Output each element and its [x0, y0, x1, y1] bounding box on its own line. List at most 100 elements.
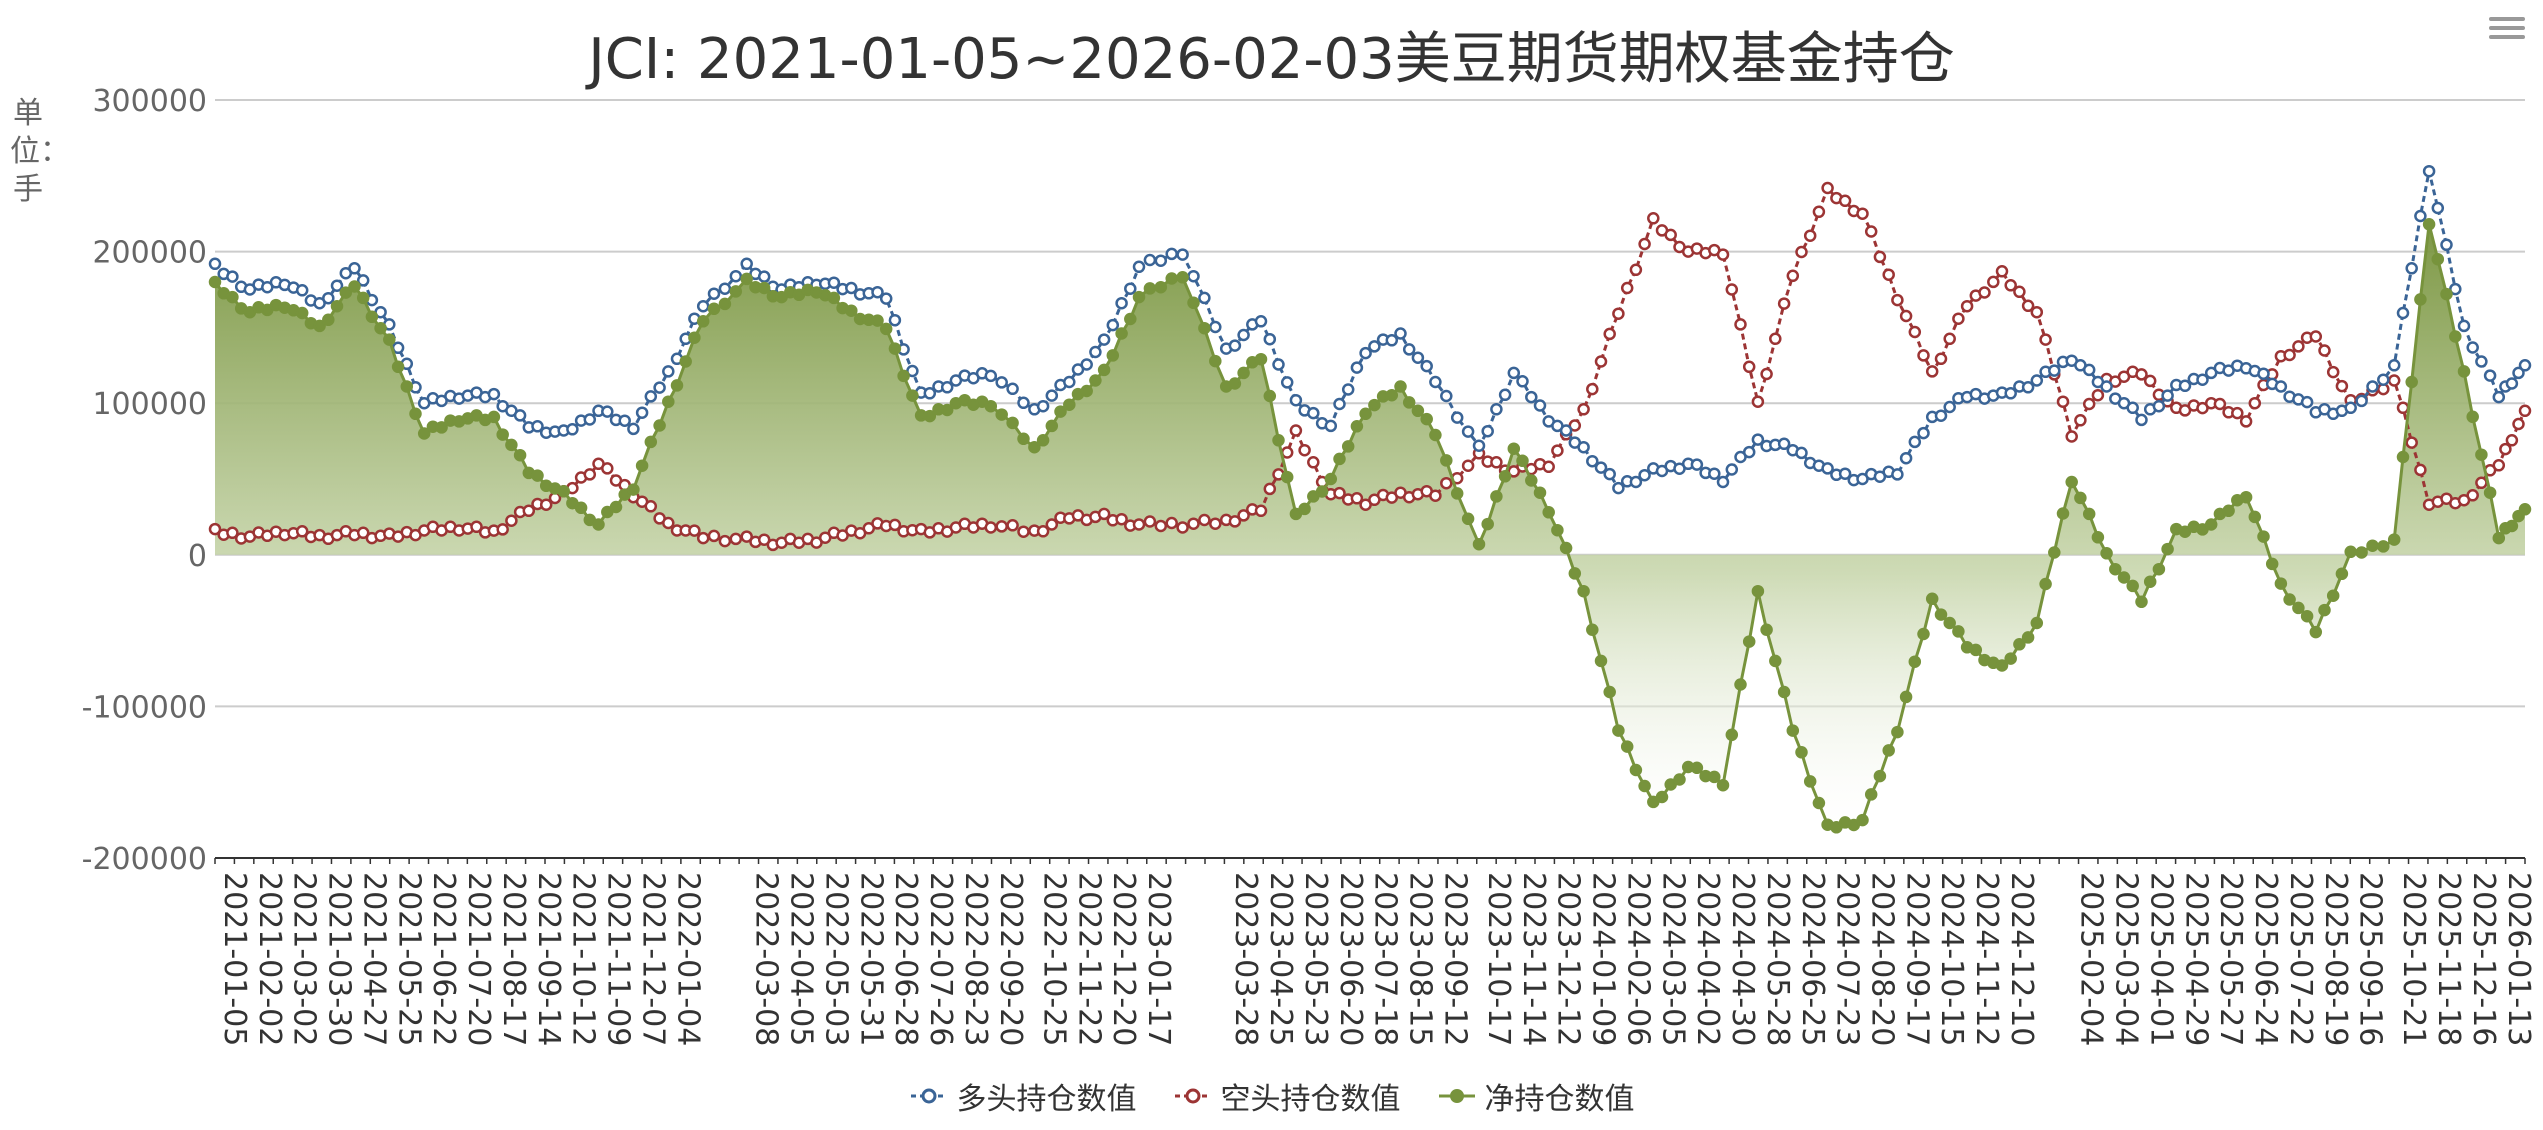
series-point-short	[2414, 463, 2427, 477]
series-point-short	[1647, 212, 1660, 225]
series-point-net	[2065, 475, 2078, 489]
series-point-long	[1777, 437, 1791, 451]
series-point-net	[2396, 450, 2410, 464]
x-tick-label: 2022-05-31	[853, 872, 888, 1046]
series-point-net	[2021, 631, 2035, 644]
series-point-long	[2300, 395, 2314, 409]
series-point-net	[2265, 557, 2279, 571]
series-point-net	[1237, 366, 1250, 380]
series-point-long	[1908, 435, 1922, 449]
series-point-long	[1341, 383, 1355, 396]
legend-item-long[interactable]: 多头持仓数值	[909, 1074, 1137, 1118]
series-point-long	[1498, 388, 1512, 402]
series-point-long	[995, 376, 1008, 389]
x-tick-label: 2024-09-17	[1899, 872, 1934, 1046]
series-point-net	[1115, 327, 1128, 340]
series-point-net	[1263, 389, 1277, 403]
series-point-short	[662, 516, 675, 530]
series-point-long	[1559, 424, 1573, 437]
series-point-long	[1795, 446, 1808, 460]
series-point-net	[1864, 788, 1878, 801]
x-tick-label: 2022-08-23	[958, 872, 993, 1046]
series-point-net	[417, 427, 431, 440]
series-point-long	[1838, 467, 1852, 480]
series-point-long	[1143, 253, 1157, 267]
series-point-long	[1124, 282, 1137, 295]
legend-item-net[interactable]: 净持仓数值	[1437, 1074, 1635, 1118]
series-point-long	[1411, 351, 1425, 364]
x-tick-label: 2025-03-04	[2109, 872, 2144, 1046]
series-point-net	[1899, 690, 1913, 704]
x-tick-label: 2025-10-21	[2396, 872, 2431, 1046]
series-point-short	[1045, 518, 1059, 531]
series-point-net	[1461, 512, 1475, 526]
series-point-net	[1154, 280, 1168, 294]
series-point-long	[2178, 379, 2192, 393]
series-point-short	[1577, 403, 1590, 416]
series-point-net	[1751, 584, 1765, 598]
series-point-net	[1420, 412, 1433, 426]
series-point-long	[2274, 380, 2288, 393]
series-point-long	[940, 381, 954, 394]
series-point-net	[1577, 584, 1590, 598]
series-point-net	[627, 483, 640, 496]
legend-item-short[interactable]: 空头持仓数值	[1173, 1074, 1401, 1118]
series-point-net	[1394, 380, 1407, 393]
series-point-net	[1054, 405, 1067, 418]
series-point-net	[1638, 779, 1651, 793]
series-point-net	[226, 290, 239, 304]
net-area-fill	[215, 224, 2525, 828]
series-point-short	[1899, 309, 1913, 323]
series-point-net	[2274, 577, 2288, 590]
series-point-net	[1490, 490, 1503, 503]
y-tick-label: -200000	[82, 842, 207, 877]
series-point-long	[1368, 340, 1381, 353]
series-point-net	[1655, 790, 1669, 804]
series-point-net	[1995, 659, 2009, 672]
x-tick-label: 2023-01-17	[1141, 872, 1176, 1046]
series-point-short	[757, 533, 771, 546]
series-point-short	[2405, 436, 2418, 449]
series-point-short	[2021, 299, 2035, 313]
series-point-short	[2309, 330, 2323, 343]
hamburger-menu-icon[interactable]	[2489, 12, 2525, 42]
x-tick-label: 2021-08-17	[496, 872, 531, 1046]
series-point-net	[1333, 452, 1346, 466]
series-point-short	[1882, 268, 1895, 281]
series-point-short	[1856, 207, 1869, 220]
series-point-short	[1198, 513, 1211, 527]
series-point-net	[1917, 627, 1930, 641]
series-point-short	[496, 523, 509, 536]
series-point-short	[2292, 340, 2305, 353]
x-tick-label: 2025-07-22	[2283, 872, 2318, 1046]
series-point-net	[1063, 398, 1076, 411]
series-point-long	[2030, 374, 2044, 387]
series-point-net	[2082, 507, 2096, 521]
series-point-net	[2222, 504, 2235, 518]
series-point-long	[487, 387, 501, 401]
series-point-long	[583, 413, 597, 426]
series-point-net	[2135, 595, 2148, 609]
series-point-short	[2213, 397, 2227, 411]
x-tick-label: 2022-04-05	[784, 872, 819, 1046]
series-point-short	[1461, 459, 1475, 472]
series-point-short	[1838, 194, 1852, 208]
series-point-net	[740, 272, 753, 286]
x-tick-label: 2024-03-05	[1655, 872, 1690, 1046]
series-point-net	[1080, 384, 1093, 398]
series-point-long	[644, 390, 658, 403]
x-tick-label: 2026-01-13	[2501, 872, 2536, 1046]
series-point-short	[2030, 305, 2044, 319]
series-point-long	[1280, 376, 1294, 389]
series-point-net	[888, 342, 902, 355]
series-point-long	[2512, 366, 2525, 380]
series-point-net	[2355, 546, 2368, 559]
series-point-long	[1115, 296, 1128, 310]
series-point-short	[208, 522, 222, 536]
series-point-net	[1472, 537, 1486, 551]
series-point-short	[1987, 275, 2000, 289]
series-point-net	[1708, 770, 1721, 784]
series-point-long	[845, 281, 858, 295]
series-point-long	[1594, 461, 1608, 474]
series-point-short	[2056, 395, 2070, 408]
